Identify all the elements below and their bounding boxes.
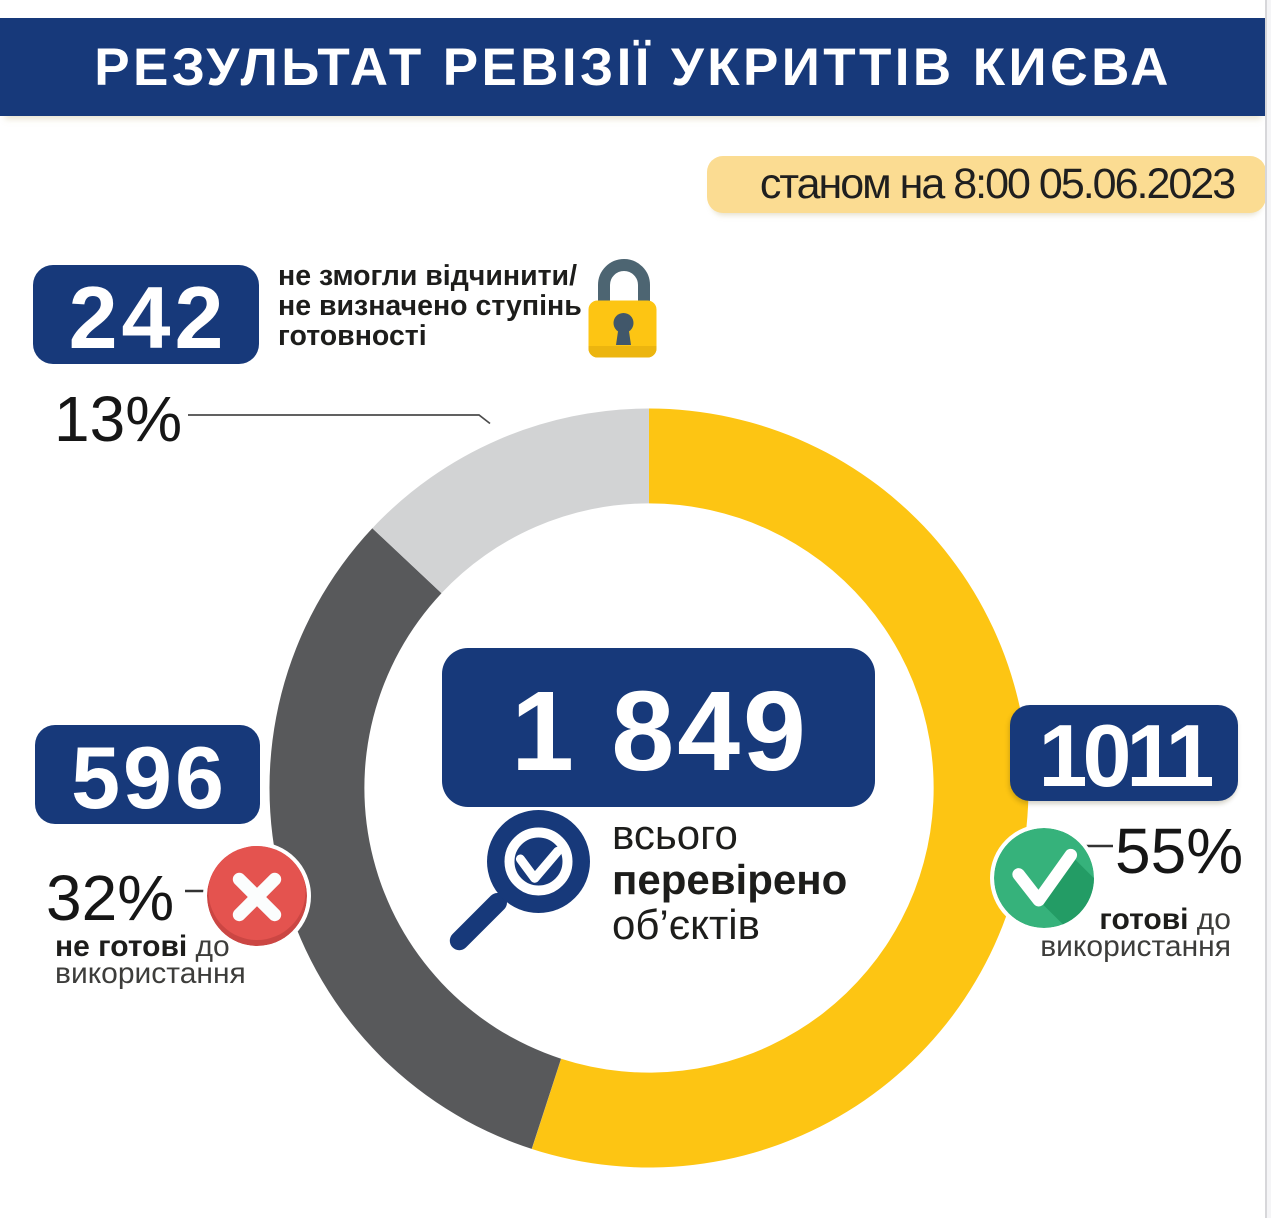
donut-slice-0 [531, 408, 1029, 1168]
ready-label: готові до використання [1040, 902, 1231, 963]
notready-count: 596 [71, 727, 227, 827]
ready-percent: 55% [1115, 815, 1244, 887]
ready-count-pill: 1011 [1010, 705, 1238, 805]
ready-label-line2: використання [1040, 929, 1231, 963]
total-count: 1 849 [511, 667, 809, 794]
lock-icon [588, 259, 657, 358]
total-pill: 1 849 [442, 648, 875, 807]
donut-slice-2 [372, 408, 649, 594]
total-caption-line1: всього [612, 811, 738, 858]
check-icon [990, 824, 1098, 932]
locked-count-pill: 242 [33, 265, 259, 367]
locked-count: 242 [68, 267, 228, 367]
donut-slice-1 [269, 528, 562, 1149]
locked-label-line2: не визначено ступінь [278, 290, 582, 322]
notready-label-line2: використання [55, 956, 246, 990]
locked-percent: 13% [54, 383, 183, 455]
locked-label-line1: не змогли відчинити/ [278, 260, 577, 292]
donut-chart [269, 408, 1029, 1168]
cross-icon [203, 842, 311, 950]
notready-percent: 32% [46, 862, 175, 934]
title-banner: РЕЗУЛЬТАТ РЕВІЗІЇ УКРИТТІВ КИЄВА [0, 18, 1266, 116]
locked-label-line3: готовності [278, 320, 427, 352]
locked-label: не змогли відчинити/ не визначено ступін… [278, 261, 582, 351]
total-caption-line2: перевірено [612, 856, 848, 903]
ready-label-line1: готові до [1099, 902, 1231, 936]
timestamp-text: станом на 8:00 05.06.2023 [759, 160, 1236, 208]
notready-label-line1: не готові до [55, 929, 230, 963]
timestamp-badge: станом на 8:00 05.06.2023 [707, 156, 1266, 213]
page-title: РЕЗУЛЬТАТ РЕВІЗІЇ УКРИТТІВ КИЄВА [94, 37, 1172, 97]
right-edge-strip [1267, 0, 1271, 1218]
total-caption-line3: об’єктів [612, 901, 760, 948]
total-caption: всього перевірено об’єктів [612, 812, 847, 947]
right-edge-line [1265, 0, 1267, 1218]
notready-label: не готові до використання [55, 929, 246, 990]
notready-count-pill: 596 [35, 725, 260, 827]
magnifier-check-icon [449, 810, 590, 951]
ready-count: 1011 [1038, 706, 1215, 805]
